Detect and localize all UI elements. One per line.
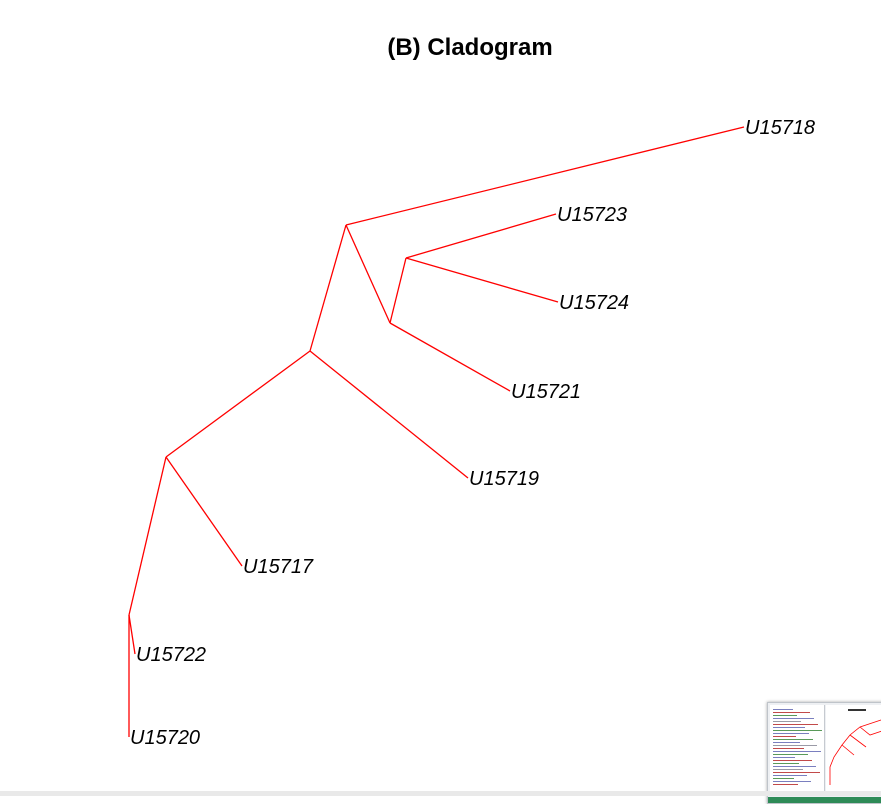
tip-label-u15719: U15719 bbox=[469, 468, 539, 490]
thumbnail-code-line bbox=[773, 745, 817, 746]
thumbnail-code-line bbox=[773, 778, 794, 779]
branch-n5-U15724 bbox=[405, 257, 559, 303]
thumbnail-tree-icon bbox=[829, 709, 881, 785]
thumbnail-code-line bbox=[773, 709, 793, 710]
thumbnail-code-line bbox=[773, 724, 818, 725]
branch-n3-U15718 bbox=[345, 126, 745, 226]
tip-label-u15724: U15724 bbox=[559, 292, 629, 314]
thumbnail-code-line bbox=[773, 712, 810, 713]
thumbnail-code-line bbox=[773, 781, 811, 782]
tip-label-u15722: U15722 bbox=[136, 644, 206, 666]
thumbnail-code-line bbox=[773, 769, 803, 770]
thumbnail-code-line bbox=[773, 733, 809, 734]
thumbnail-code-line bbox=[773, 736, 796, 737]
page-title: (B) Cladogram bbox=[387, 34, 553, 61]
tip-label-u15721: U15721 bbox=[511, 381, 581, 403]
branch-n4-U15721 bbox=[389, 322, 511, 392]
thumbnail-code-line bbox=[773, 748, 804, 749]
tip-label-u15720: U15720 bbox=[130, 727, 200, 749]
thumbnail-code-line bbox=[773, 721, 801, 722]
tip-labels: U15718 U15723 U15724 U15721 U15719 U15717 U157… bbox=[130, 117, 815, 749]
branch-root-U15722 bbox=[128, 614, 136, 655]
thumbnail-code-line bbox=[773, 757, 795, 758]
branch-n1-n2 bbox=[165, 350, 311, 458]
thumbnail-code-line bbox=[773, 739, 813, 740]
branch-n3-n4 bbox=[345, 224, 391, 324]
branch-n5-U15723 bbox=[405, 213, 557, 259]
thumbnail-editor-pane bbox=[770, 705, 825, 793]
branch-n1-U15717 bbox=[165, 456, 243, 567]
thumbnail-taskbar bbox=[768, 797, 881, 803]
thumbnail-code-line bbox=[773, 784, 798, 785]
tip-label-u15718: U15718 bbox=[745, 117, 815, 139]
thumbnail-code-line bbox=[773, 751, 821, 752]
thumbnail-code-line bbox=[773, 763, 799, 764]
branch-n2-n3 bbox=[309, 224, 347, 352]
tip-label-u15717: U15717 bbox=[243, 556, 314, 578]
tip-label-u15723: U15723 bbox=[557, 204, 627, 226]
screenshot-thumbnail[interactable] bbox=[767, 702, 881, 804]
thumbnail-code-line bbox=[773, 730, 822, 731]
thumbnail-code-line bbox=[773, 760, 812, 761]
thumbnail-code-line bbox=[773, 715, 797, 716]
thumbnail-code-line bbox=[773, 718, 814, 719]
branch-root-n1 bbox=[128, 456, 167, 616]
thumbnail-code-line bbox=[773, 766, 816, 767]
thumbnail-code-line bbox=[773, 775, 807, 776]
thumbnail-plot-pane bbox=[826, 705, 881, 793]
thumbnail-code-line bbox=[773, 742, 800, 743]
tree-edges bbox=[128, 126, 745, 737]
thumbnail-code-line bbox=[773, 772, 820, 773]
branch-n4-n5 bbox=[389, 257, 407, 324]
branch-n2-U15719 bbox=[309, 350, 469, 479]
thumbnail-code-line bbox=[773, 727, 805, 728]
thumbnail-code-line bbox=[773, 754, 808, 755]
bottom-strip bbox=[0, 791, 881, 796]
